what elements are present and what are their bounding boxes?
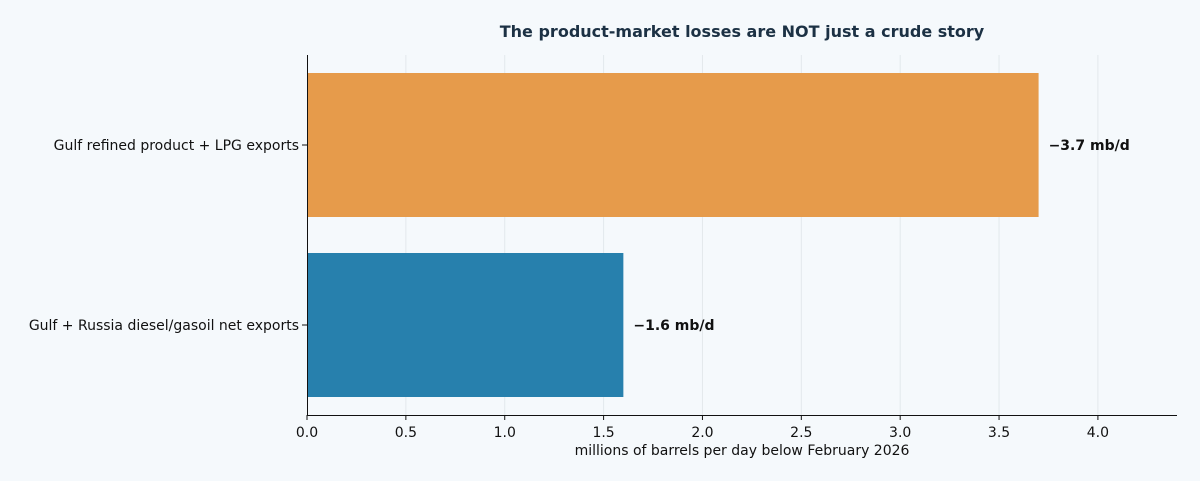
axes	[307, 55, 1177, 416]
chart-title: The product-market losses are NOT just a…	[500, 22, 985, 41]
category-labels: Gulf refined product + LPG exports Gulf +…	[29, 138, 307, 334]
x-tick-label: 1.0	[494, 425, 516, 441]
bar	[307, 73, 1039, 217]
x-tick-label: 2.0	[691, 425, 713, 441]
x-tick-label: 0.5	[395, 425, 417, 441]
x-tick-label: 3.5	[988, 425, 1010, 441]
data-labels: −3.7 mb/d −1.6 mb/d	[633, 138, 1129, 334]
category-label: Gulf refined product + LPG exports	[54, 138, 299, 154]
category-label: Gulf + Russia diesel/gasoil net exports	[29, 318, 299, 334]
data-label: −3.7 mb/d	[1049, 138, 1130, 154]
data-label: −1.6 mb/d	[633, 318, 714, 334]
x-ticks: 0.0 0.5 1.0 1.5 2.0 2.5 3.0 3.5 4.0	[296, 415, 1109, 441]
x-tick-label: 0.0	[296, 425, 318, 441]
x-tick-label: 2.5	[790, 425, 812, 441]
bars	[307, 73, 1039, 397]
x-tick-label: 4.0	[1087, 425, 1109, 441]
x-axis-label: millions of barrels per day below Februa…	[575, 443, 910, 459]
x-tick-label: 1.5	[592, 425, 614, 441]
bar	[307, 253, 624, 397]
x-tick-label: 3.0	[889, 425, 911, 441]
